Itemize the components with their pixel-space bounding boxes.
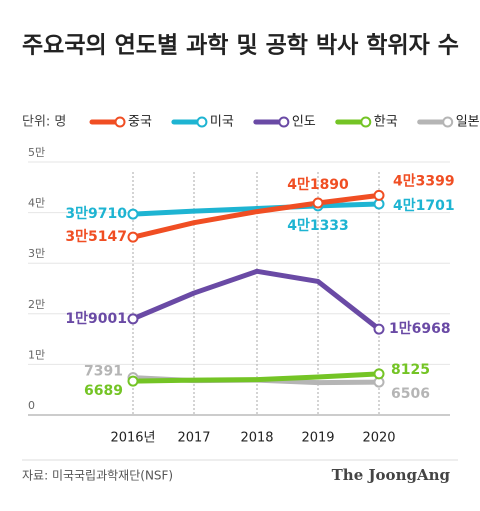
- value-label: 7391: [84, 364, 123, 380]
- value-label: 6506: [391, 386, 430, 402]
- value-label: 4만1701: [393, 198, 455, 214]
- x-tick-label: 2017: [177, 431, 210, 446]
- value-label: 4만1890: [287, 177, 349, 193]
- brand: The JoongAng: [332, 466, 451, 484]
- legend-label: 한국: [374, 115, 398, 130]
- series-line: [132, 201, 380, 217]
- value-label: 8125: [391, 362, 430, 378]
- point-marker: [373, 368, 385, 380]
- legend-label: 미국: [210, 115, 234, 130]
- legend-marker: [442, 116, 454, 128]
- legend-marker: [278, 116, 290, 128]
- unit-label: 단위: 명: [22, 115, 66, 130]
- legend-marker: [114, 116, 126, 128]
- x-tick-label: 2020: [362, 431, 395, 446]
- point-marker: [127, 231, 139, 243]
- value-label: 4만3399: [393, 173, 455, 189]
- point-marker: [127, 208, 139, 220]
- x-tick-label: 2016년: [110, 431, 155, 446]
- point-marker: [373, 189, 385, 201]
- point-marker: [127, 375, 139, 387]
- legend-marker: [196, 116, 208, 128]
- y-tick-label: 0: [28, 399, 35, 412]
- value-label: 3만9710: [65, 206, 127, 222]
- y-tick-label: 2만: [28, 298, 45, 311]
- y-tick-label: 1만: [28, 348, 45, 361]
- value-label: 1만6968: [389, 321, 451, 337]
- chart-title: 주요국의 연도별 과학 및 공학 박사 학위자 수: [22, 33, 459, 59]
- x-tick-label: 2018: [240, 431, 273, 446]
- value-label: 4만1333: [287, 218, 349, 234]
- point-marker: [312, 197, 324, 209]
- series-line: [132, 192, 380, 240]
- legend-label: 일본: [456, 115, 480, 130]
- value-label: 1만9001: [65, 311, 127, 327]
- y-tick-label: 4만: [28, 197, 45, 210]
- legend-label: 중국: [128, 115, 152, 130]
- y-tick-label: 5만: [28, 146, 45, 159]
- legend-marker: [360, 116, 372, 128]
- source: 자료: 미국국립과학재단(NSF): [22, 469, 173, 483]
- x-tick-label: 2019: [301, 431, 334, 446]
- y-tick-label: 3만: [28, 247, 45, 260]
- series-line: [132, 371, 380, 384]
- point-marker: [127, 313, 139, 325]
- value-label: 6689: [84, 383, 123, 399]
- legend-label: 인도: [292, 115, 316, 130]
- value-label: 3만5147: [65, 229, 127, 245]
- series-line: [132, 268, 381, 332]
- point-marker: [373, 323, 385, 335]
